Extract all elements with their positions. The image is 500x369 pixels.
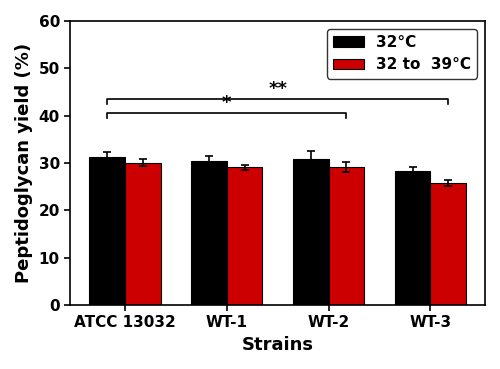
Bar [395, 171, 430, 305]
Legend: 32°C, 32 to  39°C: 32°C, 32 to 39°C [328, 29, 478, 79]
Bar [328, 167, 364, 305]
Bar [226, 167, 262, 305]
Bar [293, 159, 328, 305]
Bar [125, 162, 160, 305]
Y-axis label: Peptidoglycan yield (%): Peptidoglycan yield (%) [15, 43, 33, 283]
Text: **: ** [268, 80, 287, 98]
Bar [89, 157, 125, 305]
Bar [430, 183, 466, 305]
X-axis label: Strains: Strains [242, 336, 314, 354]
Text: *: * [222, 94, 232, 112]
Bar [191, 161, 226, 305]
